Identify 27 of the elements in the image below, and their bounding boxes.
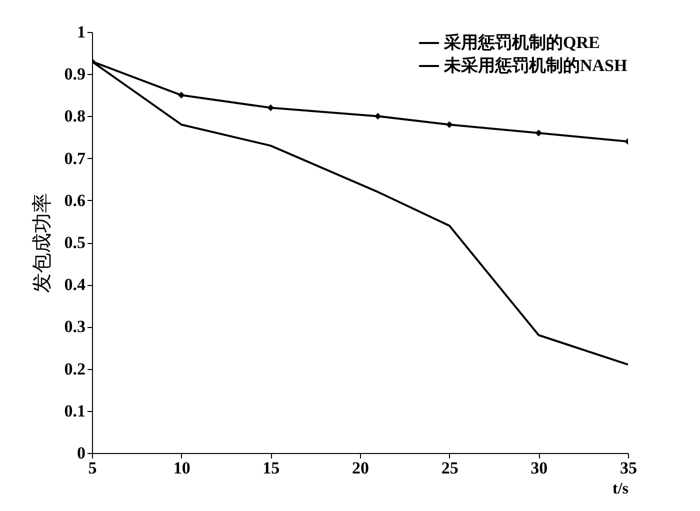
point (446, 121, 453, 128)
legend-label: 采用惩罚机制的QRE (443, 33, 600, 52)
y-tick-label: 0 (77, 444, 86, 462)
x-tick-label: 25 (441, 458, 458, 478)
point (178, 92, 185, 99)
y-tick-label: 1 (77, 22, 86, 42)
y-tick-label: 0.8 (64, 106, 86, 126)
point (374, 112, 382, 120)
y-tick-label: 0.7 (64, 148, 86, 168)
x-tick-label: 30 (530, 458, 548, 478)
point (535, 130, 542, 136)
y-tick-label: 0.6 (64, 190, 86, 210)
y-tick-label: 0.1 (64, 401, 86, 420)
y-tick-label: 0.2 (64, 359, 86, 378)
y-tick-label: 0.4 (64, 275, 86, 294)
x-axis-title: t/s (612, 480, 628, 498)
x-tick-label: 10 (173, 458, 190, 478)
legend-label: 未采用惩罚机制的NASH (443, 56, 628, 75)
point (267, 104, 274, 112)
x-tick-label: 35 (620, 458, 637, 478)
y-tick-label: 0.9 (64, 64, 86, 84)
x-tick-label: 20 (352, 458, 369, 478)
y-tick-label: 0.3 (64, 317, 86, 336)
x-tick-label: 15 (262, 458, 280, 478)
x-tick-label: 5 (88, 458, 97, 478)
y-tick-label: 0.5 (64, 233, 86, 252)
y-axis-title: 发包成功率 (31, 193, 54, 293)
